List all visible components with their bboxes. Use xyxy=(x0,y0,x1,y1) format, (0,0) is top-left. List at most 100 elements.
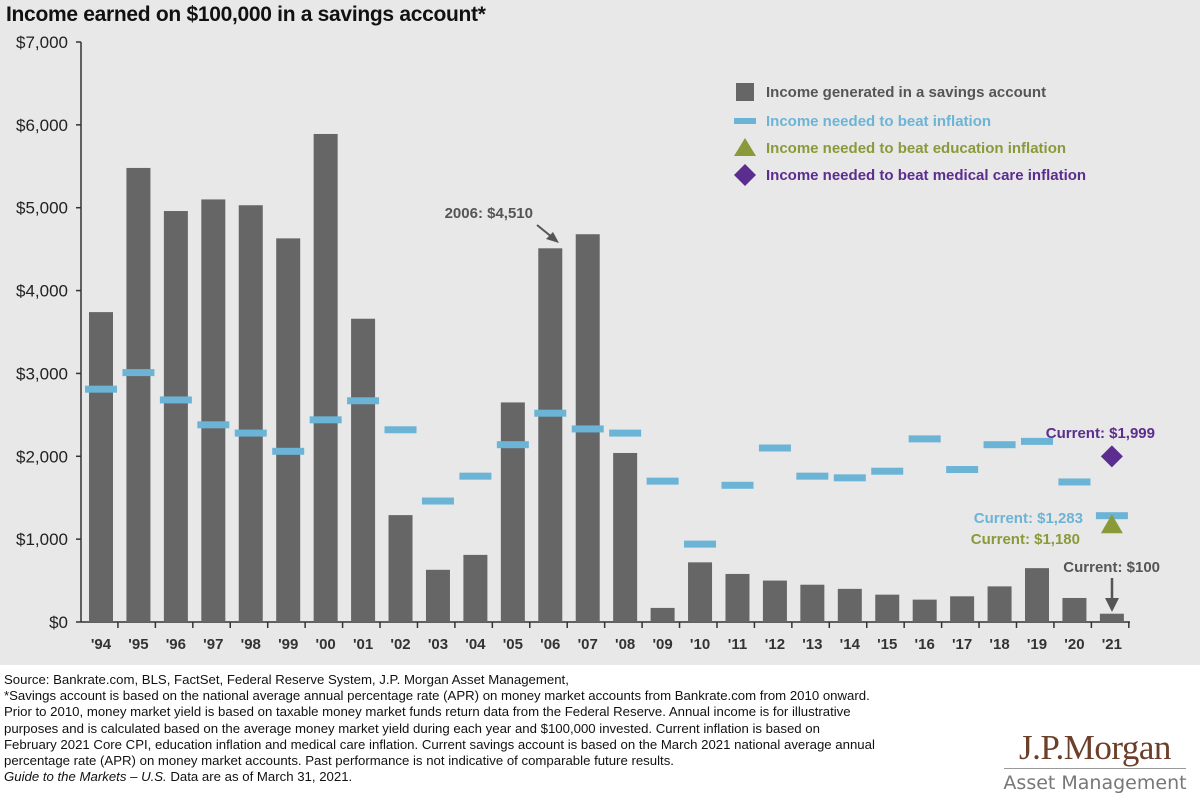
bar-savings-income xyxy=(313,133,338,622)
x-tick-label: '17 xyxy=(952,636,972,653)
x-tick-label: '97 xyxy=(203,636,223,653)
logo-divider xyxy=(1004,768,1186,769)
y-tick-label: $4,000 xyxy=(16,282,68,301)
y-tick-label: $0 xyxy=(49,613,68,632)
dash-inflation xyxy=(758,444,791,452)
legend-label: Income needed to beat education inflatio… xyxy=(766,140,1066,157)
bar-savings-income xyxy=(650,607,675,622)
x-tick-label: '12 xyxy=(765,636,785,653)
dash-inflation xyxy=(833,474,866,482)
x-tick-label: '04 xyxy=(465,636,486,653)
bar-savings-income xyxy=(800,584,825,622)
annotation-medical-current: Current: $1,999 xyxy=(1046,425,1155,442)
dash-inflation xyxy=(796,472,829,480)
bar-savings-income xyxy=(238,205,263,622)
y-tick-label: $6,000 xyxy=(16,116,68,135)
x-tick-label: '13 xyxy=(802,636,822,653)
bar-savings-income xyxy=(613,452,638,622)
guide-title: Guide to the Markets – U.S. xyxy=(4,769,167,785)
dash-inflation xyxy=(234,429,267,437)
dash-inflation xyxy=(197,421,230,429)
bar-savings-income xyxy=(1062,597,1087,622)
legend-label: Income needed to beat medical care infla… xyxy=(766,167,1086,184)
y-tick-label: $3,000 xyxy=(16,364,68,383)
bar-savings-income xyxy=(126,167,151,622)
x-tick-label: '19 xyxy=(1027,636,1047,653)
dash-inflation xyxy=(85,385,117,393)
bar-savings-income xyxy=(875,594,900,622)
x-tick-label: '15 xyxy=(877,636,897,653)
footnote-line: purposes and is calculated based on the … xyxy=(4,720,820,736)
dash-inflation xyxy=(309,416,342,424)
bar-savings-income xyxy=(463,554,488,622)
dash-inflation xyxy=(684,540,717,548)
dash-inflation xyxy=(1021,437,1053,445)
bar-savings-income xyxy=(987,586,1012,622)
legend-label: Income generated in a savings account xyxy=(766,84,1046,101)
bar-savings-income xyxy=(351,318,376,622)
footnote-line: February 2021 Core CPI, education inflat… xyxy=(4,736,875,752)
x-tick-label: '05 xyxy=(503,636,523,653)
dash-inflation xyxy=(908,435,941,443)
dash-inflation xyxy=(534,409,567,417)
dash-inflation xyxy=(459,472,492,480)
dash-inflation xyxy=(159,396,192,404)
bar-savings-income xyxy=(163,211,188,622)
diamond-medical-inflation xyxy=(1100,445,1123,468)
dash-inflation xyxy=(496,441,529,449)
bar-savings-income xyxy=(89,312,113,622)
legend-diamond-marker xyxy=(734,164,756,186)
annotation-2006: 2006: $4,510 xyxy=(445,205,533,222)
dash-inflation xyxy=(421,497,454,505)
logo-brand: J.P.Morgan xyxy=(1019,728,1171,767)
y-tick-label: $2,000 xyxy=(16,447,68,466)
dash-inflation xyxy=(721,481,754,489)
footnote-line: *Savings account is based on the nationa… xyxy=(4,688,870,704)
guide-date: Data are as of March 31, 2021. xyxy=(166,769,353,785)
dash-inflation xyxy=(871,467,904,475)
jpmorgan-logo: J.P.Morgan Asset Management xyxy=(1000,730,1190,795)
y-tick-label: $7,000 xyxy=(16,33,68,52)
x-tick-label: '16 xyxy=(915,636,935,653)
bar-savings-income xyxy=(837,588,862,622)
bar-savings-income xyxy=(1099,613,1124,622)
footnote-line: percentage rate (APR) on money market ac… xyxy=(4,753,674,769)
x-tick-label: '03 xyxy=(428,636,448,653)
x-tick-label: '08 xyxy=(615,636,635,653)
x-tick-label: '98 xyxy=(241,636,261,653)
x-tick-label: '00 xyxy=(316,636,336,653)
bar-savings-income xyxy=(950,596,975,622)
x-tick-label: '07 xyxy=(578,636,598,653)
x-tick-label: '11 xyxy=(728,636,747,653)
x-tick-label: '96 xyxy=(166,636,186,653)
dash-inflation xyxy=(646,477,679,485)
footnote-line: Prior to 2010, money market yield is bas… xyxy=(4,704,851,720)
dash-inflation xyxy=(122,369,155,377)
x-tick-label: '09 xyxy=(652,636,672,653)
bar-savings-income xyxy=(388,515,413,622)
bar-savings-income xyxy=(201,199,226,622)
bar-savings-income xyxy=(1025,568,1049,622)
x-tick-label: '06 xyxy=(540,636,560,653)
bar-savings-income xyxy=(500,402,525,622)
chart-panel xyxy=(0,0,1200,665)
annotation-inflation-current: Current: $1,283 xyxy=(974,510,1083,527)
legend-bar-marker xyxy=(736,83,754,101)
annotation-savings-current: Current: $100 xyxy=(1063,559,1160,576)
x-tick-label: '02 xyxy=(390,636,410,653)
x-tick-label: '10 xyxy=(690,636,710,653)
dash-inflation xyxy=(946,466,979,474)
bar-savings-income xyxy=(538,248,563,623)
dash-inflation xyxy=(983,441,1016,449)
x-tick-label: '20 xyxy=(1064,636,1084,653)
x-tick-label: '95 xyxy=(128,636,148,653)
legend-triangle-marker xyxy=(734,138,756,156)
dash-inflation xyxy=(609,429,642,437)
dash-inflation xyxy=(1058,478,1091,486)
legend-label: Income needed to beat inflation xyxy=(766,113,991,130)
x-tick-label: '18 xyxy=(989,636,1009,653)
annotation-arrowhead xyxy=(1105,598,1119,612)
triangle-education-inflation xyxy=(1100,514,1123,534)
bar-savings-income xyxy=(762,580,787,622)
bar-savings-income xyxy=(276,238,301,622)
